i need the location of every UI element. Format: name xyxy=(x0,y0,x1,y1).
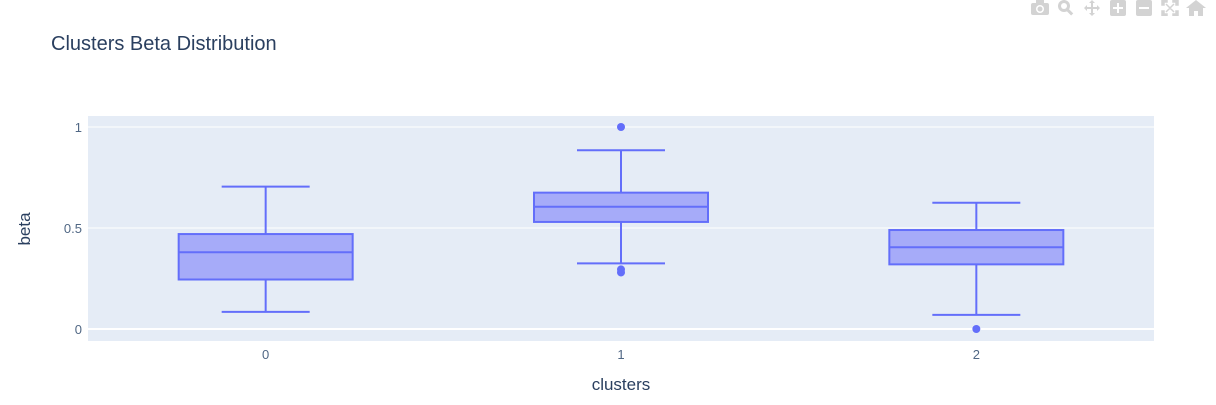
outlier-point xyxy=(972,325,981,333)
y-axis-ticks: 00.51 xyxy=(64,120,82,337)
zoom-out-icon[interactable] xyxy=(1134,0,1154,16)
x-tick-label: 0 xyxy=(262,347,269,362)
y-tick-label: 1 xyxy=(75,120,82,135)
x-tick-label: 1 xyxy=(617,347,624,362)
home-icon[interactable] xyxy=(1186,0,1206,16)
y-tick-label: 0.5 xyxy=(64,221,82,236)
autoscale-icon[interactable] xyxy=(1160,0,1180,16)
y-axis-label: beta xyxy=(15,212,34,246)
iqr-box xyxy=(177,233,354,281)
zoom-icon[interactable] xyxy=(1056,0,1076,16)
x-tick-label: 2 xyxy=(973,347,980,362)
zoom-in-icon[interactable] xyxy=(1108,0,1128,16)
boxes xyxy=(177,123,1065,333)
x-axis-ticks: 0 1 2 xyxy=(262,347,980,362)
camera-icon[interactable] xyxy=(1030,0,1050,16)
box-0 xyxy=(177,185,354,313)
pan-icon[interactable] xyxy=(1082,0,1102,16)
modebar xyxy=(1030,0,1206,16)
x-axis-label: clusters xyxy=(592,375,651,394)
chart-title: Clusters Beta Distribution xyxy=(51,33,277,55)
y-tick-label: 0 xyxy=(75,322,82,337)
box-1 xyxy=(533,123,709,277)
box-2 xyxy=(888,201,1065,333)
outlier-point xyxy=(617,123,625,131)
outlier-point xyxy=(617,268,625,277)
